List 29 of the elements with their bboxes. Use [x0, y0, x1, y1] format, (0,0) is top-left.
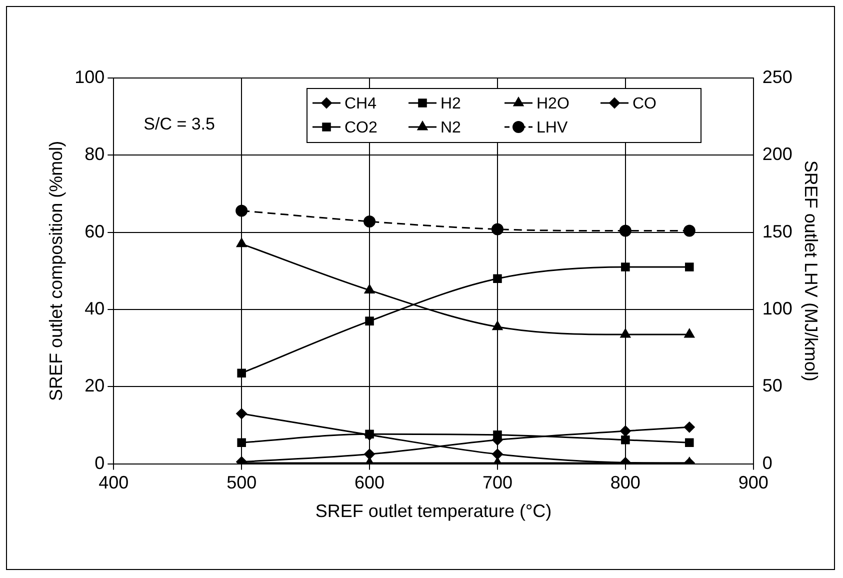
y2-tick-label: 0 [762, 452, 772, 473]
x-tick-label: 500 [226, 472, 257, 493]
y-tick-label: 80 [84, 144, 105, 164]
legend-label: LHV [536, 119, 568, 136]
y-tick-label: 60 [84, 221, 105, 242]
legend-label: CO2 [344, 119, 378, 136]
y-tick-label: 0 [94, 452, 105, 473]
y2-tick-label: 250 [762, 66, 792, 87]
legend-label: H2O [536, 95, 570, 112]
x-tick-label: 700 [482, 472, 512, 493]
y2-axis-title: SREF outlet LHV (MJ/kmol) [801, 160, 822, 382]
y-tick-label: 100 [74, 66, 105, 87]
x-axis-title: SREF outlet temperature (°C) [315, 501, 552, 522]
y2-tick-label: 150 [762, 221, 792, 242]
y-axis-title: SREF outlet composition (%mol) [46, 140, 66, 401]
annotation: S/C = 3.5 [144, 114, 215, 134]
legend-label: CH4 [344, 95, 377, 112]
x-tick-label: 800 [610, 472, 640, 493]
y-tick-label: 20 [84, 376, 105, 396]
y2-tick-label: 50 [762, 376, 782, 396]
y-tick-label: 40 [84, 298, 105, 318]
x-tick-label: 900 [738, 472, 768, 493]
legend-label: H2 [440, 95, 462, 112]
legend-label: CO [632, 95, 656, 112]
y2-tick-label: 100 [762, 298, 792, 318]
legend-label: N2 [440, 119, 462, 136]
x-tick-label: 600 [354, 472, 385, 493]
y2-tick-label: 200 [762, 144, 792, 164]
x-tick-label: 400 [98, 472, 129, 493]
